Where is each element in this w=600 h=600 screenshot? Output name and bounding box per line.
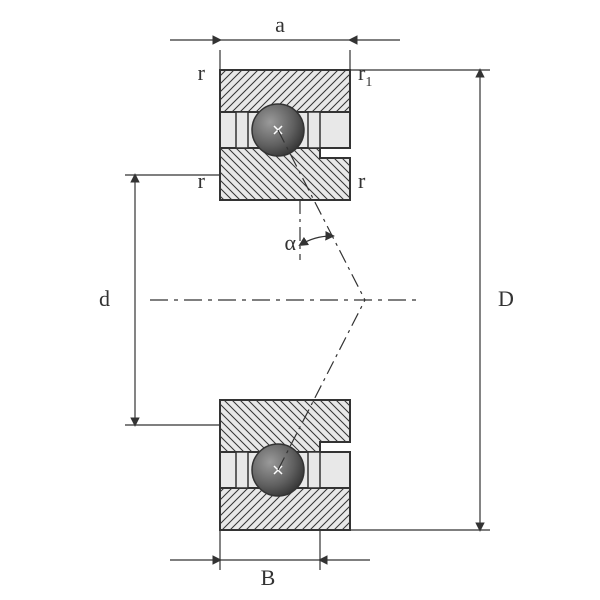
bearing-cross-section-diagram: a B D d r r1 r r α — [0, 0, 600, 600]
lower-section — [220, 400, 350, 530]
dimension-D: D — [350, 70, 514, 530]
label-d: d — [99, 286, 110, 311]
label-D: D — [498, 286, 514, 311]
dimension-B: B — [170, 530, 370, 590]
label-alpha: α — [284, 230, 296, 255]
label-r1: r1 — [358, 60, 372, 90]
label-r-top-left: r — [198, 60, 206, 85]
label-B: B — [261, 565, 276, 590]
label-r-bottom-right: r — [358, 168, 366, 193]
label-a: a — [275, 12, 285, 37]
label-r-bottom-left: r — [198, 168, 206, 193]
upper-section — [220, 70, 350, 200]
